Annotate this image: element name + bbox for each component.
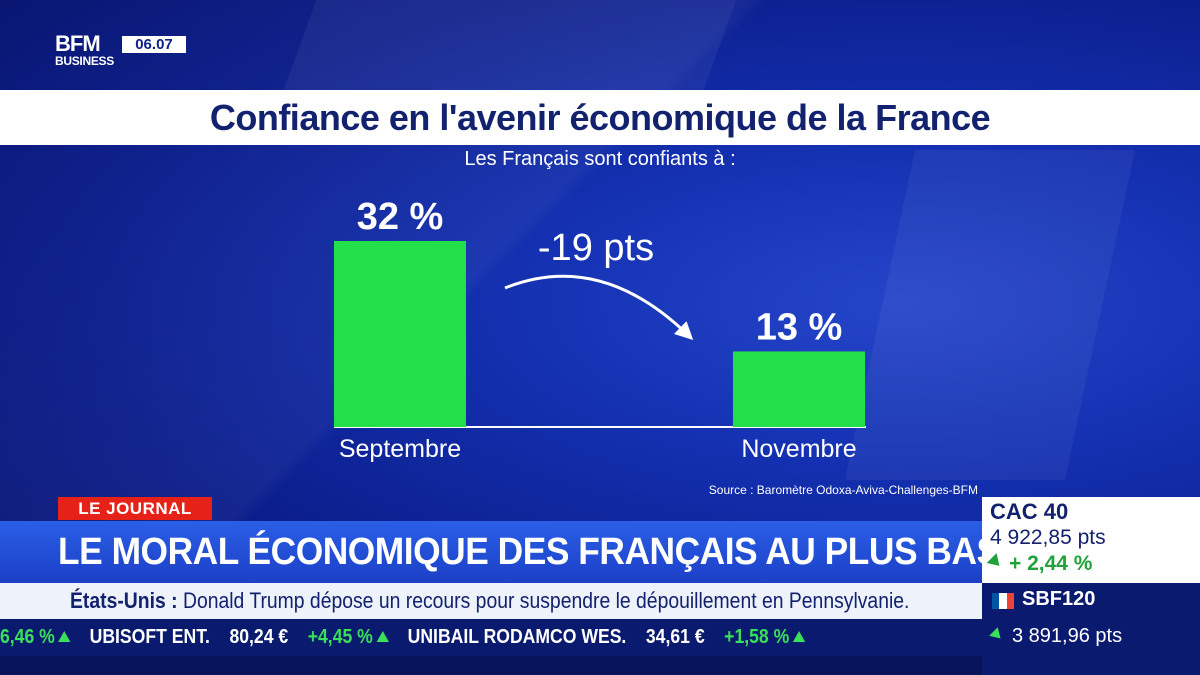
up-arrow-icon [376,631,389,642]
up-arrow-icon [989,627,1005,643]
clock: 06.07 [122,36,186,53]
logo-brand: BFM [55,31,101,56]
index-name: SBF120 [1022,588,1096,610]
value-label-novembre: 13 % [756,306,843,348]
news-lead: États-Unis : [70,588,178,613]
program-tag: LE JOURNAL [58,497,212,520]
cac40-panel: CAC 40 4 922,85 pts + 2,44 % [982,497,1200,583]
ticker-name: UNIBAIL RODAMCO WES. [407,626,627,648]
sbf120-panel: SBF120 3 891,96 pts [982,583,1200,675]
bar-novembre [733,351,865,427]
index-value: 4 922,85 pts [990,526,1106,549]
news-band [0,583,982,619]
up-arrow-icon [792,631,806,642]
chart-source: Source : Baromètre Odoxa-Aviva-Challenge… [708,483,978,497]
news-ticker: États-Unis : Donald Trump dépose un reco… [70,583,909,619]
category-label-septembre: Septembre [339,435,461,463]
chart-subtitle: Les Français sont confiants à : [464,148,736,170]
ticker-change: +4,45 % [307,626,373,648]
value-label-septembre: 32 % [357,196,444,238]
ticker-name: UBISOFT ENT. [89,626,210,648]
headline-band [0,521,982,583]
up-arrow-icon [986,553,1005,571]
bottom-strip [0,656,982,675]
ticker-price: 80,24 € [229,626,289,648]
bar-chart: 32 % 13 % Septembre Novembre -19 pts [334,196,866,463]
france-flag-icon [992,593,1014,609]
chart-title: Confiance en l'avenir économique de la F… [209,97,991,138]
bar-septembre [334,241,466,427]
up-arrow-icon [58,631,71,642]
stock-ticker: 6,46 % UBISOFT ENT. 80,24 € +4,45 % UNIB… [0,619,819,656]
logo-sub: BUSINESS [55,54,114,68]
change-annotation: -19 pts [538,227,654,269]
ticker-change: 6,46 % [0,626,55,648]
index-change: + 2,44 % [1009,552,1093,575]
title-band [0,90,1200,145]
index-name: CAC 40 [990,499,1069,524]
category-label-novembre: Novembre [741,435,856,463]
change-arrow [504,274,694,341]
index-change-row: + 2,44 % [986,552,1093,576]
stock-ticker-band [0,619,982,656]
headline: LE MORAL ÉCONOMIQUE DES FRANÇAIS AU PLUS… [58,531,1000,573]
index-value: 3 891,96 pts [1012,625,1123,647]
index-value-row: 3 891,96 pts [989,625,1123,648]
channel-logo: BFM BUSINESS [55,31,114,69]
news-text: Donald Trump dépose un recours pour susp… [177,588,910,613]
ticker-change: +1,58 % [724,626,790,648]
ticker-price: 34,61 € [645,626,705,648]
